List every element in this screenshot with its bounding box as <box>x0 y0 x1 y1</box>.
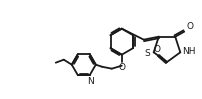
Text: O: O <box>186 22 193 31</box>
Text: NH: NH <box>182 47 196 56</box>
Text: N: N <box>87 77 94 86</box>
Text: O: O <box>118 63 125 72</box>
Text: S: S <box>144 49 150 58</box>
Text: O: O <box>154 45 161 54</box>
